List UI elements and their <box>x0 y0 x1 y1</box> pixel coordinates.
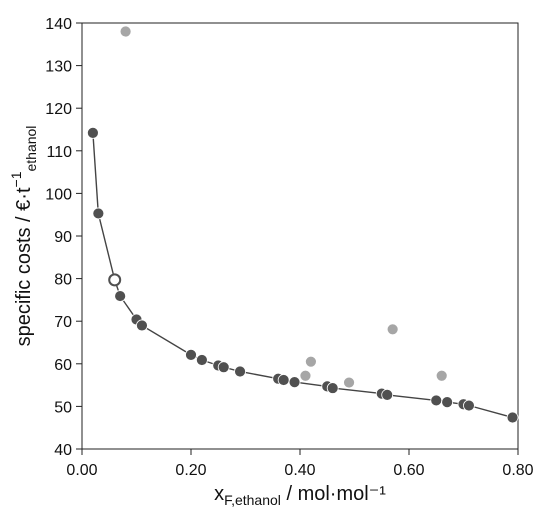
y-tick-label: 130 <box>45 59 72 76</box>
x-axis-title-main: x <box>214 483 224 505</box>
data-point-filled-light <box>386 323 399 336</box>
y-axis-title-sup: −1 <box>8 171 24 187</box>
data-point-filled-dark <box>326 382 339 394</box>
x-tick-label: 0.80 <box>502 462 533 479</box>
data-point-filled-dark <box>277 374 290 386</box>
y-tick-label: 60 <box>54 357 72 374</box>
data-point-filled-dark <box>195 354 208 366</box>
data-point-filled-dark <box>288 376 301 389</box>
y-axis-tick-labels: 40 50 60 70 80 90 100 110 120 130 140 <box>45 16 72 459</box>
data-point-filled-dark <box>381 388 394 401</box>
y-tick-label: 70 <box>54 314 72 331</box>
data-point-filled-dark <box>463 399 475 412</box>
y-tick-label: 80 <box>54 272 72 289</box>
data-point-filled-dark <box>234 365 246 378</box>
data-point-filled-dark <box>114 290 127 302</box>
plot-area <box>81 22 519 450</box>
data-point-filled-dark <box>185 348 197 361</box>
x-tick-label: 0.40 <box>284 462 315 479</box>
data-point-filled-light <box>343 376 355 389</box>
data-point-filled-dark <box>217 361 230 374</box>
x-tick-label: 0.60 <box>393 462 424 479</box>
x-tick-label: 0.20 <box>175 462 206 479</box>
y-tick-label: 140 <box>45 16 72 33</box>
y-axis-ticks <box>76 22 82 450</box>
y-axis-title: specific costs / €·t−1ethanol <box>8 126 39 347</box>
data-markers <box>87 25 519 424</box>
data-point-filled-dark <box>136 319 148 332</box>
data-point-filled-dark <box>441 396 454 409</box>
data-point-filled-dark <box>430 394 443 407</box>
data-point-filled-dark <box>92 207 105 220</box>
y-tick-label: 90 <box>54 229 72 246</box>
x-axis-title-rest: / mol·mol⁻¹ <box>281 483 386 505</box>
x-axis-title: xF,ethanol / mol·mol⁻¹ <box>214 483 386 508</box>
x-tick-label: 0.00 <box>66 462 97 479</box>
x-axis-title-sub: F,ethanol <box>224 492 281 508</box>
data-point-filled-dark <box>87 127 99 139</box>
x-axis-tick-labels: 0.00 0.20 0.40 0.60 0.80 <box>66 462 533 479</box>
plot-frame <box>81 22 519 450</box>
data-point-filled-light <box>304 355 317 368</box>
y-tick-label: 100 <box>45 186 72 203</box>
x-axis-ticks <box>81 449 519 455</box>
y-tick-label: 50 <box>54 399 72 416</box>
data-point-filled-light <box>299 369 312 382</box>
data-point-filled-light <box>119 25 132 38</box>
y-tick-label: 120 <box>45 101 72 118</box>
y-tick-label: 40 <box>54 442 72 459</box>
y-axis-title-sub: ethanol <box>23 126 39 172</box>
data-point-filled-light <box>435 369 448 382</box>
data-point-open <box>108 273 122 287</box>
y-tick-label: 110 <box>46 144 72 161</box>
data-point-filled-dark <box>506 411 519 424</box>
y-axis-title-main: specific costs / €·t <box>13 187 35 346</box>
